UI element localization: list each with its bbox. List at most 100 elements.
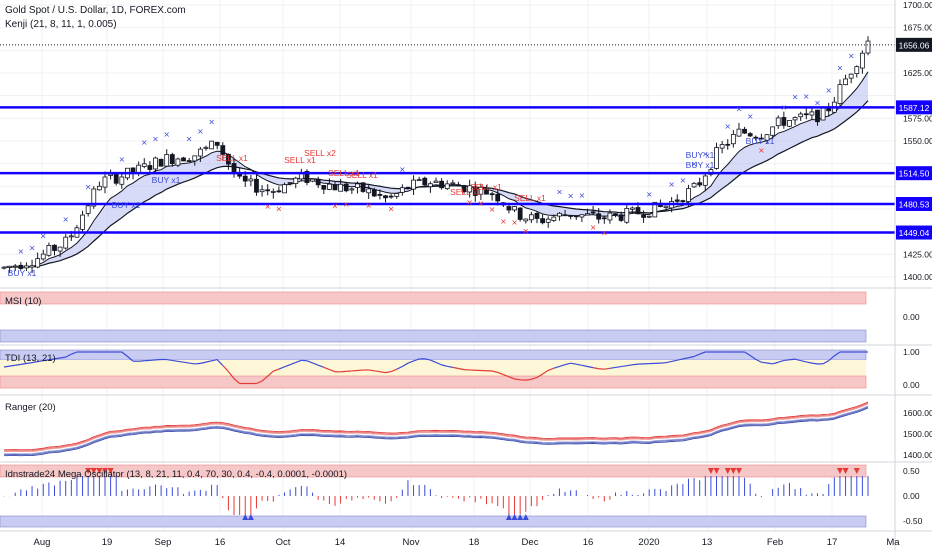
buy-mark: × — [40, 231, 47, 240]
candle-down — [815, 109, 820, 123]
osc-buy-arrow — [242, 514, 249, 520]
tdi-line-segment — [189, 362, 195, 365]
tdi-line-segment — [301, 359, 308, 362]
sell-mark: × — [758, 146, 765, 155]
oscillator-label: Idnstrade24 Mega Oscillator (13, 8, 21, … — [5, 469, 348, 480]
tdi-line-segment — [402, 362, 409, 368]
buy-mark: × — [186, 134, 193, 143]
tdi-line-segment — [166, 358, 173, 362]
tdi-line-segment — [424, 358, 431, 361]
candle-down — [641, 214, 646, 218]
tdi-line-segment — [20, 362, 27, 365]
tdi-line-segment — [525, 378, 532, 381]
sell-signal-label: SELL x1 — [284, 155, 316, 165]
candle-up — [848, 73, 854, 79]
tdi-line-segment — [587, 365, 594, 369]
tdi-line-segment — [43, 359, 49, 362]
level-price-tag-text: 1480.53 — [899, 199, 930, 209]
candle-up — [327, 183, 332, 190]
ranger-line — [3, 403, 869, 453]
candle-up — [29, 265, 35, 268]
time-axis[interactable]: Aug 19 Sep 16 Oct 14 Nov 18 Dec 16 2020 13 Feb 17 Ma — [34, 537, 901, 548]
buy-mark: × — [780, 103, 787, 112]
tdi-line-segment — [693, 353, 700, 358]
candle-up — [203, 146, 209, 149]
candle-up — [68, 235, 74, 238]
candle-down — [360, 182, 366, 192]
tdi-line-segment — [828, 355, 835, 362]
candle-down — [169, 154, 175, 165]
candle-down — [495, 193, 501, 202]
osc-sell-arrow — [853, 468, 860, 474]
tdi-line-segment — [772, 361, 779, 365]
tdi-line-segment — [452, 366, 459, 370]
x-tick-label: Feb — [767, 537, 783, 548]
buy-mark: × — [736, 104, 743, 113]
buy-mark: × — [197, 127, 204, 136]
tdi-line-segment — [278, 366, 285, 370]
candle-up — [629, 207, 635, 210]
buy-mark: × — [399, 165, 406, 174]
buy-mark: × — [702, 149, 709, 158]
candle-up — [585, 213, 590, 216]
tdi-line-segment — [71, 351, 78, 355]
candle-down — [371, 189, 377, 197]
osc-lower-zone — [0, 515, 867, 528]
ranger-tick: 1500.00 — [903, 429, 932, 439]
buy-mark: × — [163, 130, 170, 139]
candle-up — [164, 154, 170, 167]
candle-down — [226, 153, 231, 165]
candle-up — [12, 265, 18, 268]
candle-up — [467, 185, 473, 193]
sell-mark: × — [511, 218, 518, 227]
candle-up — [551, 216, 557, 222]
candle-down — [388, 195, 394, 198]
grid — [0, 0, 932, 531]
buy-mark: × — [668, 180, 675, 189]
tdi-line-segment — [31, 360, 38, 364]
osc-sell-arrow — [842, 468, 849, 474]
tdi-line-segment — [789, 358, 796, 361]
sell-mark: × — [466, 198, 473, 207]
y-tick-label: 1575.00 — [903, 113, 932, 123]
tdi-line-segment — [273, 368, 280, 372]
tdi-line-segment — [547, 367, 555, 371]
candle-up — [310, 178, 315, 182]
buy-mark: × — [724, 122, 731, 131]
tdi-line-segment — [755, 358, 762, 363]
buy-mark: × — [85, 182, 92, 191]
sell-mark: × — [489, 205, 496, 214]
y-tick-label: 1550.00 — [903, 136, 932, 146]
candle-down — [343, 183, 349, 192]
buy-mark: × — [567, 192, 574, 201]
price-axis[interactable]: 1587.12 1514.50 1480.53 1449.04 1656.06 1700.… — [896, 0, 932, 526]
buy-mark: × — [848, 52, 855, 61]
candle-down — [534, 212, 540, 219]
candle-down — [517, 207, 523, 220]
candle-down — [484, 188, 489, 195]
candle-down — [742, 128, 747, 134]
candle-down — [635, 207, 641, 215]
levels[interactable] — [0, 44, 895, 234]
candle-down — [590, 211, 596, 214]
candle-up — [787, 120, 792, 127]
ranger-tick: 1600.00 — [903, 408, 932, 418]
x-tick-label: 18 — [469, 537, 480, 548]
tdi-line-segment — [576, 363, 582, 366]
tdi-line-segment — [806, 361, 813, 364]
candle-up — [792, 117, 798, 121]
y-tick-label: 1625.00 — [903, 68, 932, 78]
candle-up — [80, 214, 85, 230]
buy-mark: × — [141, 138, 148, 147]
candle-up — [652, 201, 658, 218]
candle-up — [355, 183, 360, 188]
buy-mark: × — [680, 176, 687, 185]
candle-down — [803, 113, 809, 116]
tdi-line-segment — [329, 368, 336, 373]
level-price-tag — [896, 196, 932, 211]
tdi-line-segment — [559, 364, 566, 367]
y-tick-label: 1425.00 — [903, 249, 932, 259]
candle-down — [332, 184, 338, 191]
sell-mark: × — [500, 217, 507, 226]
